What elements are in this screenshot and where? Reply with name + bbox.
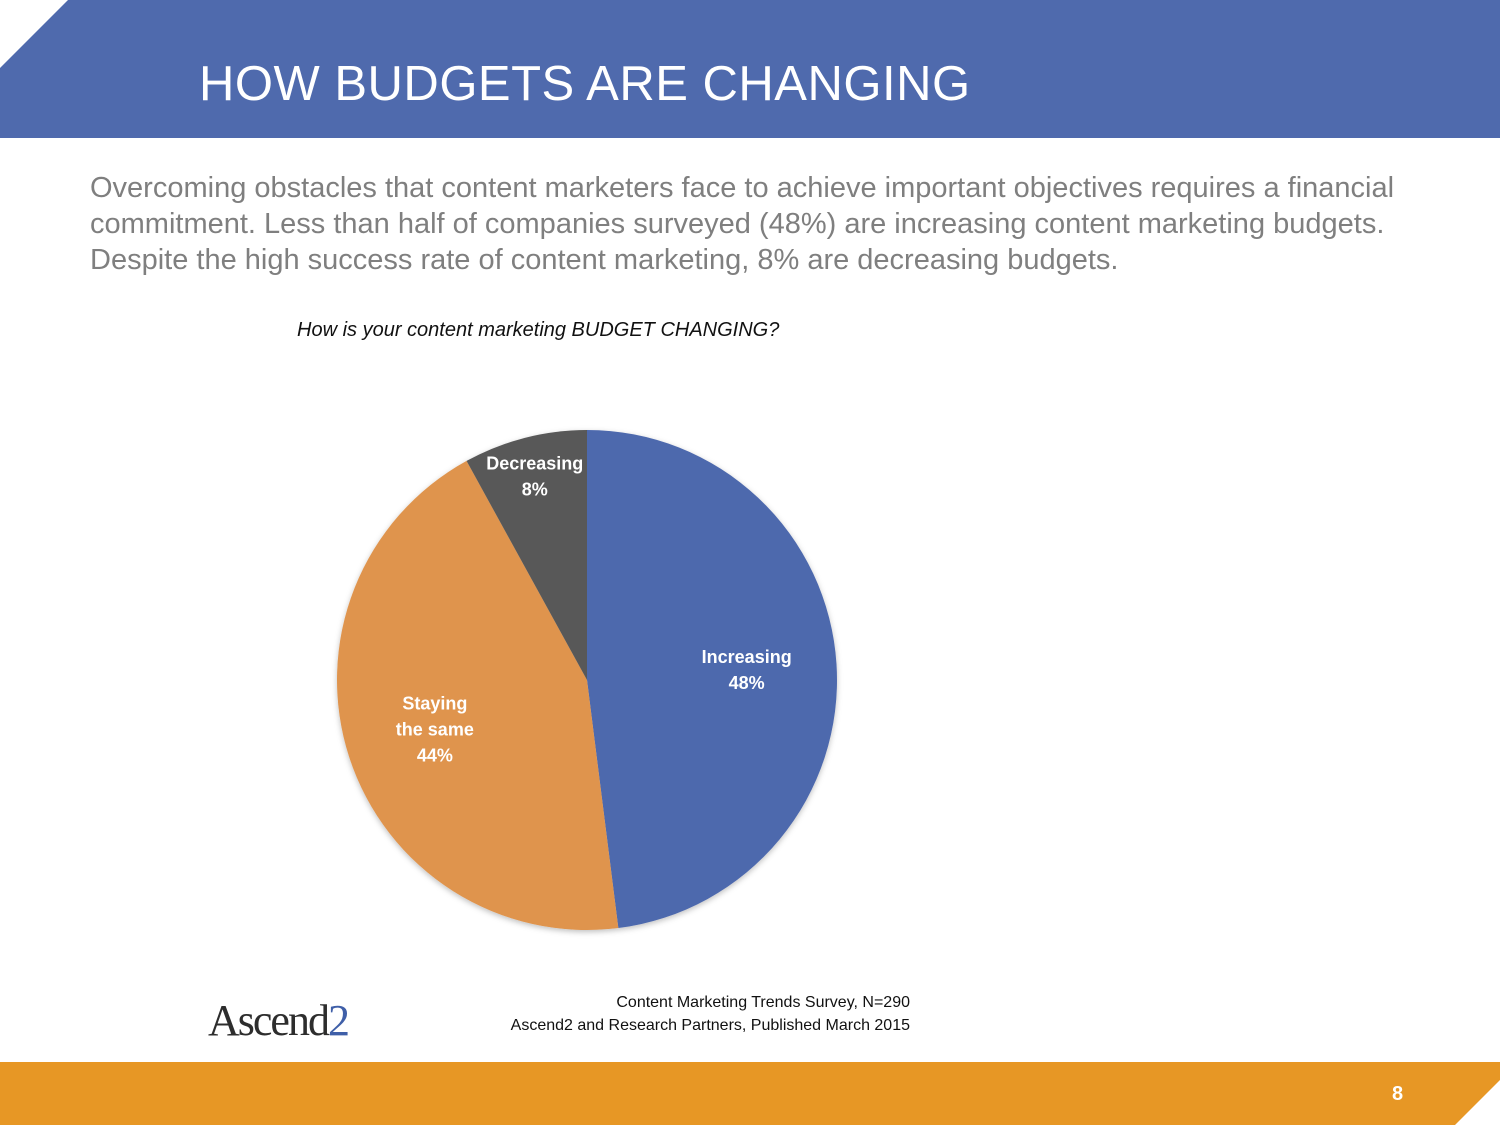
header-band bbox=[0, 0, 1500, 138]
pie-slice-increasing bbox=[587, 430, 838, 929]
chart-question: How is your content marketing BUDGET CHA… bbox=[297, 319, 780, 341]
source-line-1: Content Marketing Trends Survey, N=290 bbox=[616, 994, 910, 1011]
source-line-2: Ascend2 and Research Partners, Published… bbox=[510, 1017, 910, 1034]
slice-label-staying-the-same: Staying the same 44% bbox=[396, 693, 474, 765]
ascend2-logo: Ascend2 bbox=[208, 995, 350, 1046]
logo-text: Ascend bbox=[208, 996, 330, 1045]
pie-slice-decreasing bbox=[466, 430, 587, 680]
footer-band bbox=[0, 1062, 1500, 1125]
page-number: 8 bbox=[1392, 1083, 1404, 1105]
slice-label-decreasing: Decreasing 8% bbox=[486, 454, 583, 500]
slice-label-increasing: Increasing 48% bbox=[702, 647, 792, 693]
pie-slice-staying-the-same bbox=[337, 460, 619, 930]
slide-title: HOW BUDGETS ARE CHANGING bbox=[199, 57, 971, 111]
logo-digit: 2 bbox=[327, 996, 350, 1045]
source-note: Content Marketing Trends Survey, N=290 A… bbox=[511, 991, 910, 1037]
intro-paragraph: Overcoming obstacles that content market… bbox=[90, 172, 1395, 276]
